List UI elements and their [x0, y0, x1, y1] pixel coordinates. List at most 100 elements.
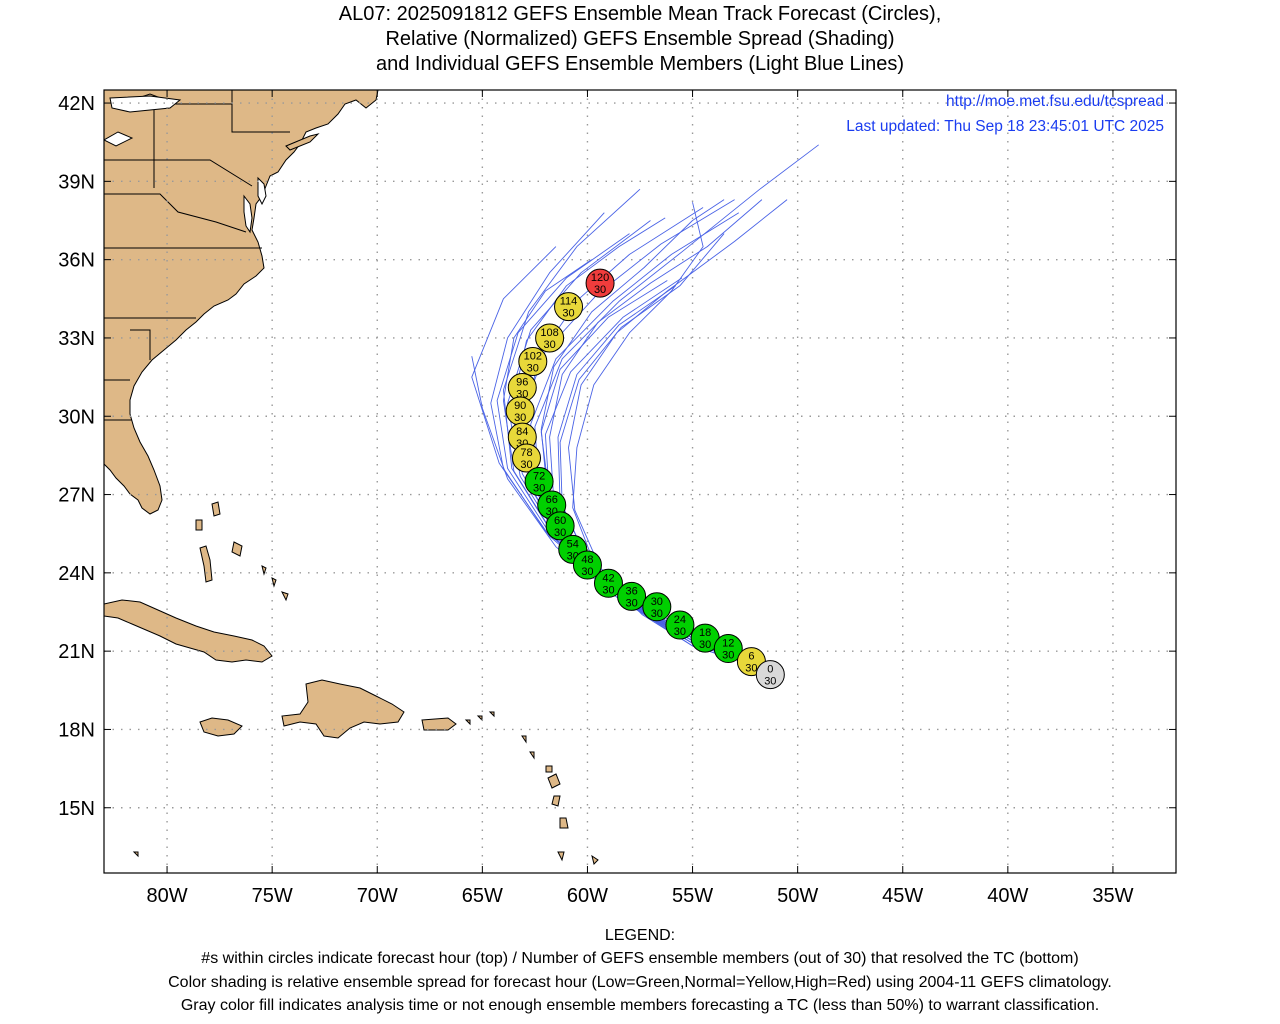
chesapeake-bay — [243, 194, 253, 234]
member-count-label: 30 — [674, 626, 686, 638]
lat-tick-label: 24N — [58, 563, 95, 585]
bahamas — [195, 501, 289, 602]
ensemble-mean-track: 1203011430108301023096309030843078307230… — [505, 268, 785, 690]
forecast-hour-label: 30 — [651, 596, 663, 608]
forecast-hour-label: 66 — [546, 494, 558, 506]
land-layer — [104, 90, 599, 865]
lat-tick-label: 42N — [58, 93, 95, 115]
forecast-hour-label: 18 — [699, 627, 711, 639]
forecast-circle — [617, 581, 647, 611]
member-count-label: 30 — [543, 339, 555, 351]
member-count-label: 30 — [514, 412, 526, 424]
member-count-label: 30 — [594, 284, 606, 296]
ensemble-member-track — [572, 202, 767, 670]
great-lakes — [104, 95, 182, 147]
lon-tick-label: 45W — [882, 885, 923, 907]
lat-tick-label: 27N — [58, 485, 95, 507]
member-count-label: 30 — [554, 527, 566, 539]
forecast-hour-label: 42 — [602, 572, 614, 584]
member-count-label: 30 — [625, 597, 637, 609]
forecast-circle — [572, 550, 602, 580]
last-updated-text: Last updated: Thu Sep 18 23:45:01 UTC 20… — [846, 118, 1164, 135]
lat-tick-label: 30N — [58, 406, 95, 428]
delaware-bay — [257, 176, 267, 206]
lon-tick-label: 35W — [1092, 885, 1133, 907]
forecast-hour-label: 36 — [625, 585, 637, 597]
forecast-hour-label: 12 — [722, 638, 734, 650]
member-count-label: 30 — [745, 663, 757, 675]
lat-tick-label: 18N — [58, 719, 95, 741]
member-count-label: 30 — [520, 459, 532, 471]
map-frame — [103, 89, 1177, 874]
cuba — [104, 599, 273, 663]
forecast-circle — [713, 634, 743, 664]
ensemble-member-track — [490, 212, 767, 670]
forecast-hour-label: 60 — [554, 515, 566, 527]
lon-tick-label: 40W — [987, 885, 1028, 907]
forecast-hour-label: 120 — [591, 272, 609, 284]
lon-tick-label: 80W — [146, 885, 187, 907]
forecast-hour-label: 96 — [516, 377, 528, 389]
forecast-hour-label: 54 — [567, 538, 579, 550]
legend-line-3: Gray color fill indicates analysis time … — [180, 997, 1100, 1014]
north-america-coast — [104, 90, 379, 515]
forecast-circle — [642, 592, 672, 622]
forecast-hour-label: 48 — [581, 554, 593, 566]
member-count-label: 30 — [722, 650, 734, 662]
map-background — [104, 90, 1176, 873]
forecast-circle — [535, 323, 565, 353]
forecast-hour-label: 90 — [514, 400, 526, 412]
long-island — [285, 133, 320, 151]
forecast-hour-label: 72 — [533, 471, 545, 483]
forecast-hour-label: 102 — [524, 350, 542, 362]
state-borders — [104, 90, 290, 421]
hispaniola — [281, 679, 405, 739]
forecast-circle — [665, 610, 695, 640]
legend-line-1: #s within circles indicate forecast hour… — [201, 950, 1079, 967]
member-count-label: 30 — [651, 608, 663, 620]
forecast-hour-label: 108 — [540, 327, 558, 339]
member-count-label: 30 — [764, 676, 776, 688]
forecast-hour-label: 78 — [520, 447, 532, 459]
puerto-rico — [421, 717, 457, 731]
lat-tick-label: 39N — [58, 171, 95, 193]
lon-tick-label: 65W — [462, 885, 503, 907]
member-count-label: 30 — [533, 483, 545, 495]
source-url-link[interactable]: http://moe.met.fsu.edu/tcspread — [946, 93, 1164, 110]
forecast-circle — [554, 292, 584, 322]
forecast-hour-label: 84 — [516, 426, 528, 438]
lon-tick-label: 50W — [777, 885, 818, 907]
forecast-circle — [585, 268, 615, 298]
member-count-label: 30 — [562, 308, 574, 320]
member-count-label: 30 — [527, 362, 539, 374]
lat-tick-label: 36N — [58, 250, 95, 272]
forecast-circle — [545, 511, 575, 541]
title-line-3: and Individual GEFS Ensemble Members (Li… — [375, 53, 905, 75]
member-count-label: 30 — [602, 584, 614, 596]
title-line-2: Relative (Normalized) GEFS Ensemble Spre… — [385, 28, 895, 50]
member-count-label: 30 — [699, 639, 711, 651]
lesser-antilles — [132, 711, 599, 865]
forecast-circle — [593, 568, 623, 598]
axis-ticks: 80W 75W 70W 65W 60W 55W 50W 45W 40W 35W 42N 39N 36N 3… — [58, 90, 1176, 907]
lat-tick-label: 21N — [58, 641, 95, 663]
forecast-hour-label: 0 — [767, 664, 773, 676]
ensemble-member-track — [568, 199, 788, 670]
map-grid — [104, 90, 1176, 873]
forecast-circle — [755, 660, 785, 690]
forecast-point: 030 — [755, 660, 785, 690]
